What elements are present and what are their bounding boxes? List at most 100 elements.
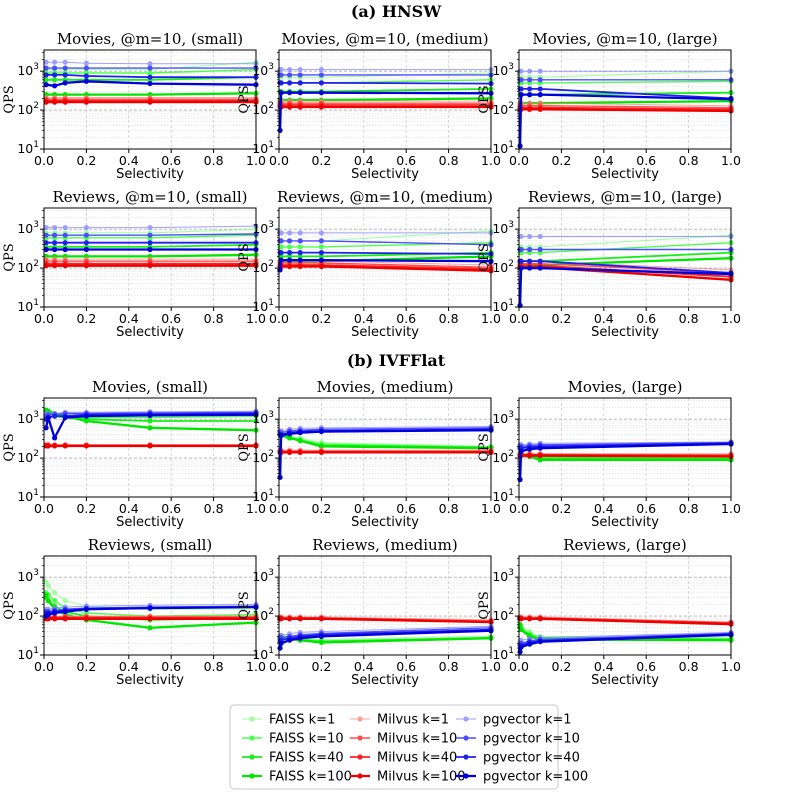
series-pgvector-k-100 bbox=[43, 412, 259, 441]
x-tick-label: 0.4 bbox=[119, 659, 139, 674]
data-point bbox=[527, 265, 533, 271]
data-point bbox=[52, 77, 58, 83]
x-tick-label: 0.6 bbox=[161, 659, 181, 674]
x-tick-label: 0.2 bbox=[76, 153, 96, 168]
legend-label: pgvector k=40 bbox=[483, 751, 580, 766]
y-tick-label: 102 bbox=[252, 259, 274, 275]
x-tick-label: 1.0 bbox=[721, 311, 741, 326]
legend-entry-milvus-k-100 bbox=[350, 773, 370, 779]
data-point bbox=[277, 645, 283, 651]
data-point bbox=[83, 263, 89, 269]
data-point bbox=[318, 449, 324, 455]
data-point bbox=[297, 449, 303, 455]
data-point bbox=[83, 60, 89, 66]
data-point bbox=[527, 453, 533, 459]
data-point bbox=[297, 430, 303, 436]
series-milvus-k-100 bbox=[43, 99, 259, 105]
data-point bbox=[297, 66, 303, 73]
panel-title: Reviews, @m=10, (small) bbox=[53, 188, 248, 206]
data-point bbox=[537, 453, 543, 459]
legend-label: Milvus k=10 bbox=[377, 732, 457, 747]
data-point bbox=[518, 86, 524, 92]
data-point bbox=[43, 82, 49, 88]
data-point bbox=[287, 104, 293, 110]
data-point bbox=[318, 443, 324, 449]
data-point bbox=[83, 443, 89, 449]
legend-label: Milvus k=100 bbox=[377, 770, 466, 785]
x-tick-label: 0.2 bbox=[311, 659, 331, 674]
legend-entry-milvus-k-40 bbox=[350, 754, 370, 760]
data-point bbox=[83, 78, 89, 84]
legend-marker bbox=[463, 735, 469, 741]
data-point bbox=[278, 257, 284, 263]
data-point bbox=[52, 232, 58, 238]
panel-title: Reviews, (large) bbox=[563, 536, 687, 554]
data-point bbox=[147, 418, 153, 424]
y-axis-label: QPS bbox=[477, 85, 492, 113]
data-point bbox=[287, 238, 293, 244]
x-tick-label: 0.4 bbox=[354, 501, 374, 516]
series-pgvector-k-1 bbox=[517, 233, 734, 240]
series-pgvector-k-40 bbox=[43, 240, 259, 246]
data-point bbox=[278, 250, 284, 256]
data-point bbox=[287, 616, 293, 622]
x-tick-label: 0.4 bbox=[354, 311, 374, 326]
x-tick-label: 0.0 bbox=[34, 311, 54, 326]
data-point bbox=[318, 230, 324, 236]
data-point bbox=[527, 246, 533, 253]
plot-frame bbox=[278, 207, 492, 308]
data-point bbox=[278, 72, 284, 78]
x-tick-label: 0.6 bbox=[396, 311, 416, 326]
x-tick-label: 0.0 bbox=[269, 153, 289, 168]
data-point bbox=[83, 65, 89, 71]
x-tick-label: 0.6 bbox=[636, 153, 656, 168]
data-point bbox=[52, 59, 58, 65]
y-axis-label: QPS bbox=[2, 85, 17, 113]
data-point bbox=[318, 428, 324, 435]
data-point bbox=[287, 637, 293, 643]
panel-title: Reviews, @m=10, (large) bbox=[528, 188, 722, 206]
x-tick-label: 1.0 bbox=[246, 659, 266, 674]
legend-marker bbox=[249, 716, 255, 722]
data-point bbox=[318, 263, 324, 270]
y-axis-label: QPS bbox=[477, 591, 492, 619]
x-tick-label: 0.8 bbox=[439, 311, 459, 326]
data-point bbox=[62, 99, 68, 105]
data-point bbox=[318, 253, 324, 259]
data-point bbox=[52, 435, 58, 441]
legend-entry-pgvector-k-40 bbox=[456, 754, 476, 760]
data-point bbox=[518, 77, 524, 83]
y-tick-label: 102 bbox=[252, 449, 274, 465]
section-title-ivfflat: (b) IVFFlat bbox=[347, 351, 446, 370]
data-point bbox=[52, 590, 58, 596]
data-point bbox=[147, 80, 153, 87]
data-point bbox=[62, 240, 68, 246]
data-point bbox=[297, 244, 303, 250]
x-tick-label: 0.8 bbox=[204, 659, 224, 674]
x-tick-label: 0.6 bbox=[636, 501, 656, 516]
data-point bbox=[147, 412, 153, 419]
x-tick-label: 0.2 bbox=[76, 501, 96, 516]
data-point bbox=[43, 263, 49, 269]
x-axis-label: Selectivity bbox=[591, 515, 659, 530]
data-point bbox=[52, 246, 58, 253]
plot-frame bbox=[518, 207, 732, 308]
x-axis-label: Selectivity bbox=[591, 673, 659, 688]
data-point bbox=[318, 250, 324, 256]
legend-marker bbox=[357, 716, 363, 722]
panel-title: Movies, @m=10, (small) bbox=[57, 30, 243, 48]
data-point bbox=[287, 253, 293, 259]
legend-marker bbox=[463, 773, 469, 779]
data-point bbox=[297, 72, 303, 78]
x-axis-label: Selectivity bbox=[116, 515, 184, 530]
data-point bbox=[318, 66, 324, 73]
series-pgvector-k-10 bbox=[277, 72, 494, 78]
data-point bbox=[83, 616, 89, 622]
data-point bbox=[318, 80, 324, 86]
data-point bbox=[518, 644, 524, 650]
y-tick-label: 103 bbox=[492, 62, 514, 78]
data-point bbox=[287, 257, 293, 263]
y-tick-label: 103 bbox=[252, 62, 274, 78]
